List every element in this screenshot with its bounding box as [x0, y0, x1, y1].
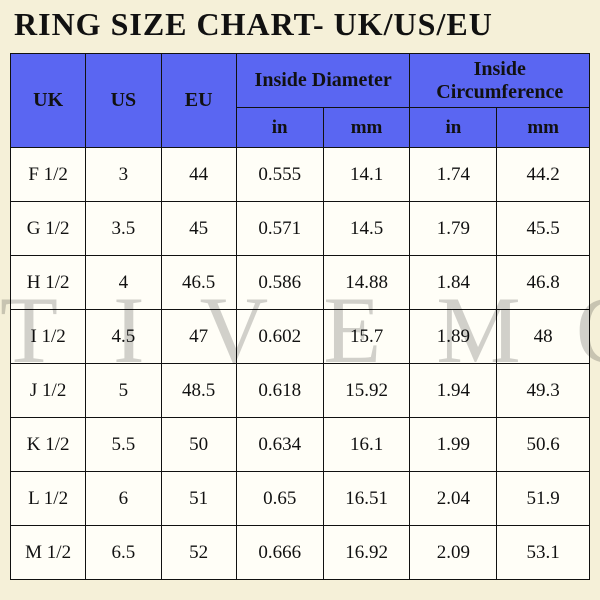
cell-us: 4.5: [86, 310, 161, 364]
col-header-us: US: [86, 54, 161, 148]
cell-eu: 45: [161, 202, 236, 256]
cell-cin: 1.99: [410, 418, 497, 472]
col-header-diameter-in: in: [236, 108, 323, 148]
chart-title: RING SIZE CHART- UK/US/EU: [14, 6, 590, 43]
cell-uk: F 1/2: [11, 148, 86, 202]
cell-eu: 46.5: [161, 256, 236, 310]
cell-cmm: 45.5: [497, 202, 590, 256]
cell-cmm: 48: [497, 310, 590, 364]
cell-dmm: 16.92: [323, 526, 410, 580]
col-header-circumference: Inside Circumference: [410, 54, 590, 108]
table-row: K 1/25.5500.63416.11.9950.6: [11, 418, 590, 472]
table-row: H 1/2446.50.58614.881.8446.8: [11, 256, 590, 310]
cell-eu: 52: [161, 526, 236, 580]
cell-us: 3: [86, 148, 161, 202]
table-row: F 1/23440.55514.11.7444.2: [11, 148, 590, 202]
cell-uk: M 1/2: [11, 526, 86, 580]
cell-cin: 1.89: [410, 310, 497, 364]
cell-cin: 1.84: [410, 256, 497, 310]
cell-din: 0.586: [236, 256, 323, 310]
cell-din: 0.602: [236, 310, 323, 364]
cell-cin: 1.74: [410, 148, 497, 202]
cell-us: 4: [86, 256, 161, 310]
cell-eu: 44: [161, 148, 236, 202]
cell-us: 3.5: [86, 202, 161, 256]
cell-cmm: 53.1: [497, 526, 590, 580]
cell-cmm: 50.6: [497, 418, 590, 472]
cell-uk: K 1/2: [11, 418, 86, 472]
cell-dmm: 16.51: [323, 472, 410, 526]
table-row: L 1/26510.6516.512.0451.9: [11, 472, 590, 526]
cell-din: 0.618: [236, 364, 323, 418]
cell-din: 0.571: [236, 202, 323, 256]
col-header-diameter: Inside Diameter: [236, 54, 410, 108]
cell-cmm: 51.9: [497, 472, 590, 526]
table-row: J 1/2548.50.61815.921.9449.3: [11, 364, 590, 418]
ring-size-table: UK US EU Inside Diameter Inside Circumfe…: [10, 53, 590, 580]
table-row: M 1/26.5520.66616.922.0953.1: [11, 526, 590, 580]
table-row: I 1/24.5470.60215.71.8948: [11, 310, 590, 364]
cell-uk: G 1/2: [11, 202, 86, 256]
cell-cin: 2.04: [410, 472, 497, 526]
cell-us: 6: [86, 472, 161, 526]
cell-cmm: 44.2: [497, 148, 590, 202]
cell-us: 6.5: [86, 526, 161, 580]
cell-eu: 51: [161, 472, 236, 526]
col-header-circumference-mm: mm: [497, 108, 590, 148]
cell-eu: 50: [161, 418, 236, 472]
cell-din: 0.634: [236, 418, 323, 472]
cell-cmm: 49.3: [497, 364, 590, 418]
cell-dmm: 15.7: [323, 310, 410, 364]
cell-eu: 47: [161, 310, 236, 364]
cell-cin: 2.09: [410, 526, 497, 580]
cell-us: 5: [86, 364, 161, 418]
col-header-uk: UK: [11, 54, 86, 148]
cell-uk: J 1/2: [11, 364, 86, 418]
cell-din: 0.65: [236, 472, 323, 526]
cell-din: 0.666: [236, 526, 323, 580]
cell-uk: H 1/2: [11, 256, 86, 310]
cell-uk: L 1/2: [11, 472, 86, 526]
cell-uk: I 1/2: [11, 310, 86, 364]
cell-din: 0.555: [236, 148, 323, 202]
col-header-diameter-mm: mm: [323, 108, 410, 148]
cell-cin: 1.79: [410, 202, 497, 256]
cell-dmm: 14.1: [323, 148, 410, 202]
col-header-eu: EU: [161, 54, 236, 148]
cell-dmm: 14.5: [323, 202, 410, 256]
cell-us: 5.5: [86, 418, 161, 472]
cell-dmm: 15.92: [323, 364, 410, 418]
table-row: G 1/23.5450.57114.51.7945.5: [11, 202, 590, 256]
cell-dmm: 14.88: [323, 256, 410, 310]
cell-dmm: 16.1: [323, 418, 410, 472]
col-header-circumference-in: in: [410, 108, 497, 148]
cell-cin: 1.94: [410, 364, 497, 418]
cell-eu: 48.5: [161, 364, 236, 418]
cell-cmm: 46.8: [497, 256, 590, 310]
